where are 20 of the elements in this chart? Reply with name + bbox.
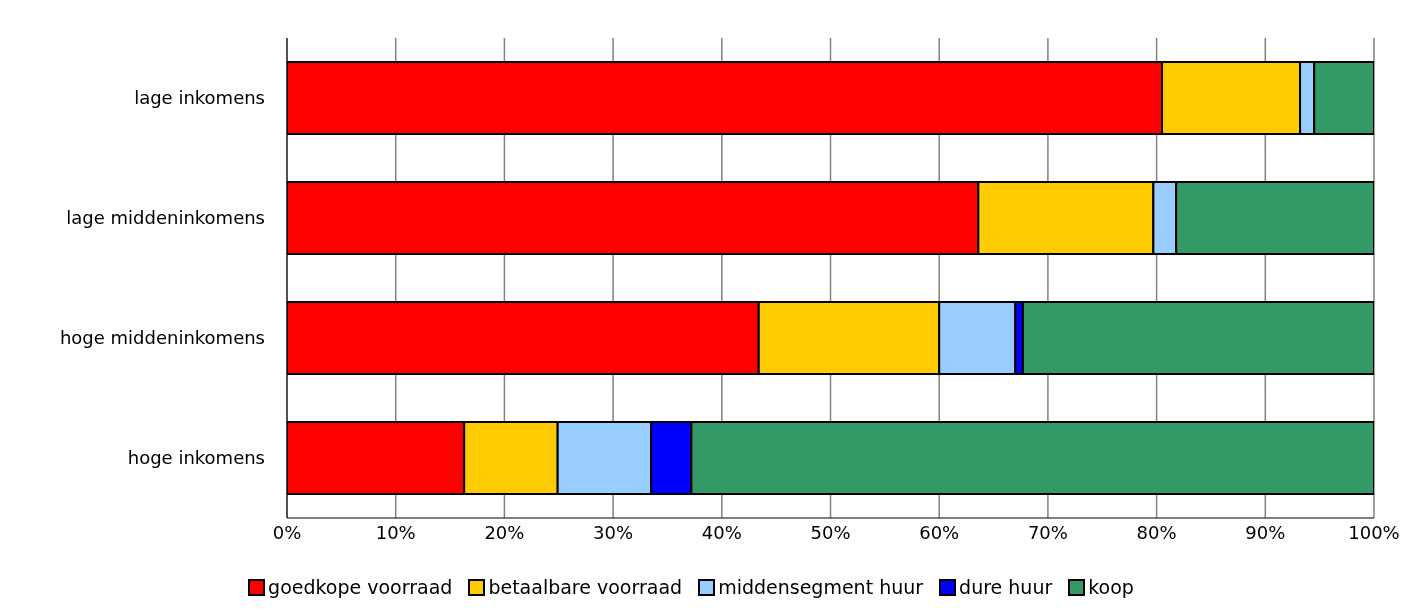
x-tick-label: 50% [810, 521, 851, 543]
y-tick-label: hoge inkomens [127, 447, 265, 469]
legend-label: betaalbare voorraad [488, 576, 683, 598]
x-tick-label: 0% [272, 521, 302, 543]
legend-label: dure huur [959, 576, 1053, 598]
x-tick-label: 90% [1245, 521, 1286, 543]
x-tick-label: 100% [1348, 521, 1400, 543]
legend-label: koop [1088, 576, 1134, 598]
x-tick-label: 70% [1027, 521, 1068, 543]
legend-label: goedkope voorraad [268, 576, 453, 598]
x-tick-label: 80% [1136, 521, 1177, 543]
x-tick-label: 10% [375, 521, 416, 543]
x-tick-label: 40% [701, 521, 742, 543]
legend-label: middensegment huur [718, 576, 924, 598]
x-tick-label: 20% [484, 521, 525, 543]
y-tick-label: hoge middeninkomens [59, 327, 265, 349]
x-tick-label: 60% [919, 521, 960, 543]
y-tick-label: lage middeninkomens [66, 207, 265, 229]
y-tick-label: lage inkomens [134, 87, 265, 109]
x-tick-label: 30% [593, 521, 634, 543]
